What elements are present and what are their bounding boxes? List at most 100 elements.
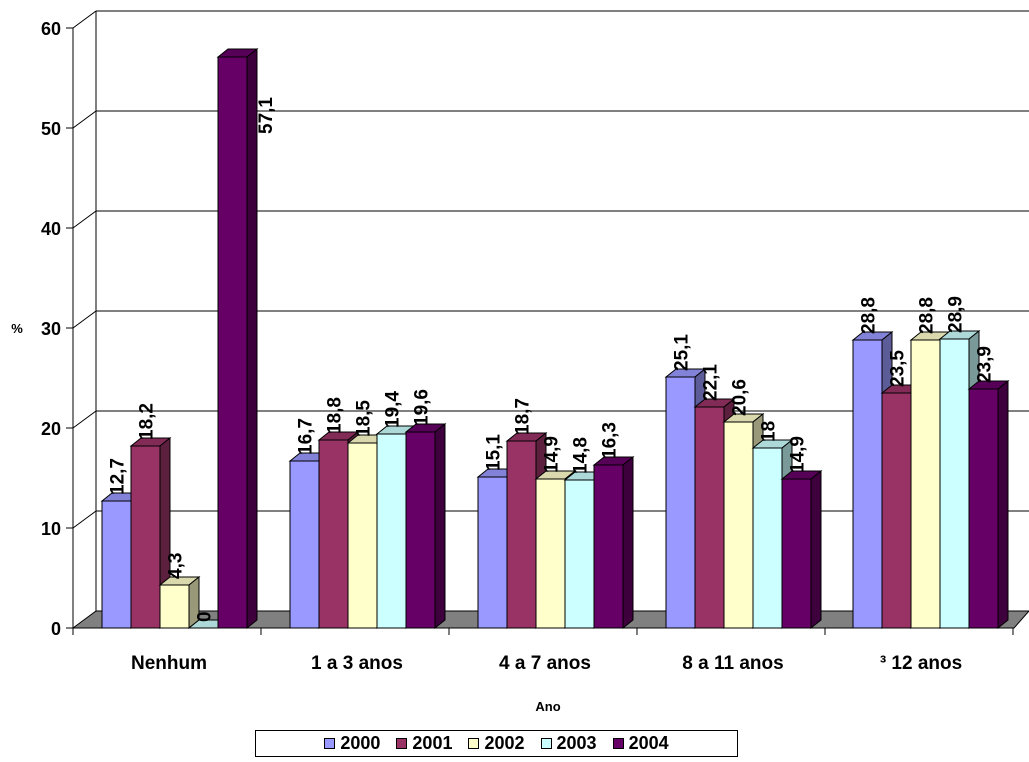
data-label: 25,1	[672, 334, 693, 371]
legend-item: 2003	[540, 733, 597, 754]
legend-label: 2000	[340, 733, 381, 753]
data-label: 20,6	[730, 379, 751, 416]
bar-front	[289, 460, 320, 629]
gridline-depth	[72, 110, 97, 129]
data-label: 15,1	[484, 434, 505, 471]
bar-front	[506, 440, 537, 629]
y-tick-label: 40	[41, 219, 61, 239]
bar-front	[159, 584, 190, 629]
bar-front	[347, 442, 378, 629]
bar-front	[217, 56, 248, 629]
x-tick-label: 8 a 11 anos	[682, 653, 783, 674]
data-label: 23,9	[975, 346, 996, 383]
legend-item: 2004	[612, 733, 669, 754]
legend-label: 2003	[556, 733, 597, 753]
y-tick-label: 60	[41, 19, 61, 39]
data-label: 18	[759, 421, 780, 442]
bar	[404, 422, 447, 630]
legend: 2000 2001 2002 2003 2004	[255, 730, 738, 757]
legend-label: 2002	[484, 733, 525, 753]
data-label: 28,9	[946, 296, 967, 333]
gridline-depth	[72, 210, 97, 229]
bar-side	[434, 422, 446, 630]
bar-front	[852, 339, 883, 629]
bar-front	[405, 431, 436, 629]
x-tick-label: ³ 12 anos	[880, 653, 962, 674]
bar-front	[477, 476, 508, 629]
data-label: 16,3	[600, 422, 621, 459]
y-tick-label: 10	[41, 519, 61, 539]
x-tick-label: 1 a 3 anos	[311, 653, 403, 674]
y-tick-label: 50	[41, 119, 61, 139]
data-label: 57,1	[256, 97, 277, 134]
data-label: 18,7	[513, 398, 534, 435]
data-label: 16,7	[296, 418, 317, 455]
legend-item: 2001	[396, 733, 452, 754]
bar-front	[535, 478, 566, 629]
legend-swatch	[324, 738, 336, 749]
legend-swatch	[612, 738, 624, 749]
y-tick-label: 20	[41, 419, 61, 439]
bar-front	[101, 500, 132, 629]
bar	[780, 469, 823, 630]
data-label: 23,5	[888, 350, 909, 387]
legend-item: 2002	[468, 733, 525, 754]
bar-front	[130, 445, 161, 629]
bar-front	[939, 338, 970, 629]
bar-front	[910, 339, 941, 629]
axes: 0 10 20 30 40 50 60 Nenhum 1 a 3 anos 4 a 7 anos 8…	[41, 19, 1014, 674]
legend-label: 2004	[628, 733, 669, 753]
data-label: 19,6	[412, 389, 433, 426]
data-label: 14,9	[788, 436, 809, 473]
data-label: 22,1	[701, 364, 722, 401]
bar-front	[318, 439, 349, 629]
legend-label: 2001	[412, 733, 453, 753]
bars	[100, 47, 1010, 630]
bar	[216, 47, 259, 630]
y-tick-label: 0	[51, 619, 61, 639]
gridline-depth	[72, 410, 97, 429]
data-label: 4,3	[166, 553, 187, 579]
legend-item: 2000	[324, 733, 380, 754]
y-axis-label: %	[11, 321, 23, 336]
bar-front	[564, 479, 595, 629]
bar-side	[622, 455, 634, 630]
bar-front	[723, 421, 754, 629]
gridline-depth	[72, 510, 97, 529]
data-label: 18,2	[137, 403, 158, 440]
x-tick-label: Nenhum	[131, 653, 207, 674]
data-label: 28,8	[917, 297, 938, 334]
y-tick-label: 30	[41, 319, 61, 339]
data-label: 14,9	[542, 436, 563, 473]
bar-front	[781, 478, 812, 629]
gridline-depth	[72, 310, 97, 329]
bar-front	[752, 447, 783, 629]
bar	[967, 379, 1010, 630]
data-label: 18,8	[325, 397, 346, 434]
x-axis-label: Ano	[535, 699, 560, 714]
legend-swatch	[468, 738, 480, 749]
x-tick-label: 4 a 7 anos	[499, 653, 591, 674]
bar	[592, 455, 635, 630]
bar-front	[665, 376, 696, 629]
bar-front	[968, 388, 999, 629]
data-label: 0	[195, 611, 216, 622]
bar-front	[376, 433, 407, 629]
gridline-depth	[72, 10, 97, 29]
bar-side	[810, 469, 822, 630]
data-labels: 12,7 18,2 4,3 0 57,1 16,7 18,8 18,5 19,4 19,6 15,1…	[108, 97, 996, 622]
bar	[158, 575, 201, 630]
legend-swatch	[396, 738, 408, 749]
data-label: 14,8	[571, 437, 592, 474]
legend-swatch	[540, 738, 552, 749]
bar-side	[997, 379, 1009, 630]
data-label: 28,8	[859, 297, 880, 334]
data-label: 19,4	[383, 391, 404, 428]
data-label: 12,7	[108, 458, 129, 495]
bar-front	[881, 392, 912, 629]
bar-front	[694, 406, 725, 629]
bar-front	[593, 464, 624, 629]
bar-side	[246, 47, 258, 630]
data-label: 18,5	[354, 400, 375, 437]
